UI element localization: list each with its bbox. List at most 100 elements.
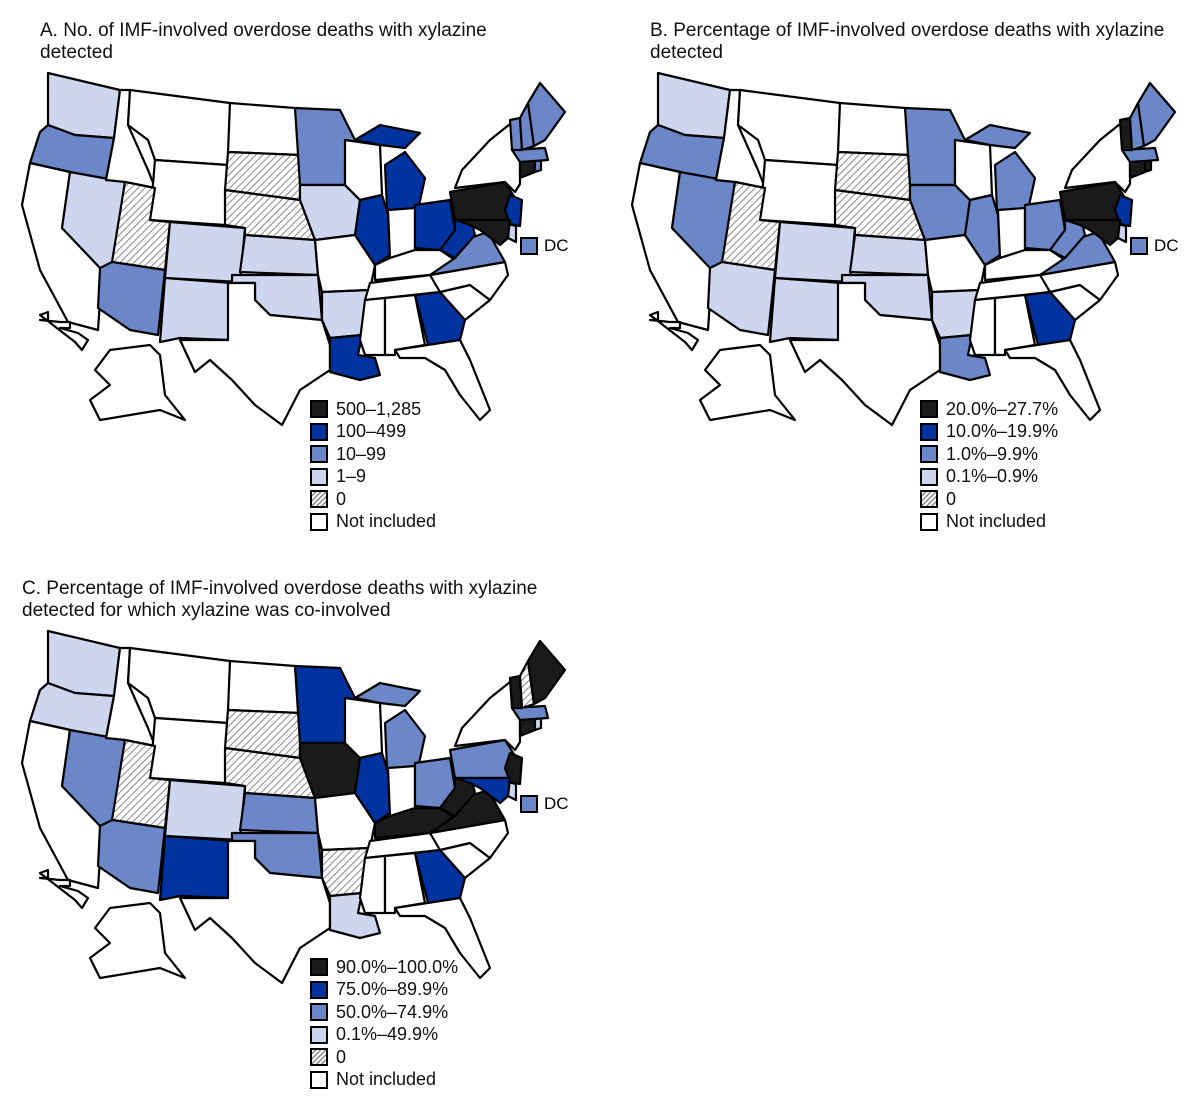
- state-ma: [510, 704, 550, 722]
- legend-item: 1–9: [310, 466, 436, 489]
- state-hi: [38, 310, 90, 352]
- state-ak: [698, 343, 797, 422]
- legend-swatch: [310, 490, 328, 509]
- state-va: [428, 788, 507, 835]
- state-ms: [358, 854, 387, 915]
- legend-swatch: [310, 467, 328, 486]
- legend-swatch: [310, 1003, 328, 1022]
- state-md: [453, 218, 512, 247]
- legend-swatch: [920, 445, 938, 464]
- state-az: [96, 260, 167, 337]
- state-wi: [953, 138, 994, 202]
- state-hi: [38, 868, 90, 910]
- legend-label: 0: [946, 488, 957, 509]
- state-ga: [413, 290, 467, 347]
- dc-swatch: [1130, 237, 1148, 255]
- legend-label: 10.0%–19.9%: [946, 421, 1059, 442]
- legend-swatch: [920, 512, 938, 531]
- state-nd: [836, 101, 912, 157]
- legend-item: Not included: [310, 511, 436, 534]
- legend-item: 50.0%–74.9%: [310, 1001, 458, 1024]
- legend-label: Not included: [336, 511, 437, 532]
- legend-label: 0.1%–0.9%: [946, 466, 1039, 487]
- map-title: B. Percentage of IMF-involved overdose d…: [650, 20, 1165, 63]
- us-state-map: [20, 71, 567, 427]
- state-mt: [736, 88, 842, 167]
- map-title: C. Percentage of IMF-involved overdose d…: [22, 578, 538, 621]
- legend-swatch: [310, 1025, 328, 1044]
- dc-label: DC: [544, 794, 569, 813]
- legend-swatch: [310, 1070, 328, 1089]
- map-panel-a: A. No. of IMF-involved overdose deaths w…: [0, 0, 600, 550]
- legend: 20.0%–27.7% 10.0%–19.9% 1.0%–9.9% 0.1%–0.9%…: [920, 398, 1058, 533]
- legend-swatch: [310, 422, 328, 441]
- state-tx: [178, 281, 332, 427]
- state-fl: [1003, 338, 1102, 422]
- legend-label: 20.0%–27.7%: [946, 398, 1059, 419]
- legend-label: 0.1%–49.9%: [336, 1024, 439, 1045]
- state-wy: [148, 158, 230, 227]
- legend-swatch: [310, 958, 328, 977]
- state-nm: [158, 834, 234, 902]
- legend-label: Not included: [946, 511, 1047, 532]
- state-mi: [353, 681, 422, 708]
- state-wi: [343, 138, 384, 202]
- state-az: [706, 260, 777, 337]
- legend-swatch: [310, 445, 328, 464]
- state-hi: [648, 310, 700, 352]
- legend-item: 0: [310, 1046, 458, 1069]
- state-ma: [510, 146, 550, 164]
- legend-item: 20.0%–27.7%: [920, 398, 1058, 421]
- state-ga: [1023, 290, 1077, 347]
- state-wy: [148, 716, 230, 785]
- state-mi: [993, 150, 1037, 212]
- dc-indicator: DC: [520, 794, 569, 814]
- legend-item: Not included: [920, 511, 1058, 534]
- legend-label: 50.0%–74.9%: [336, 1001, 449, 1022]
- legend-item: 0.1%–49.9%: [310, 1024, 458, 1047]
- state-ms: [358, 296, 387, 357]
- state-tx: [178, 839, 332, 985]
- state-co: [773, 220, 857, 284]
- legend-label: 90.0%–100.0%: [336, 956, 459, 977]
- legend-item: 10–99: [310, 443, 436, 466]
- legend-swatch: [920, 422, 938, 441]
- state-az: [96, 818, 167, 895]
- legend: 500–1,285 100–499 10–99 1–9 0 Not included: [310, 398, 436, 533]
- state-ga: [413, 848, 467, 905]
- state-ms: [968, 296, 997, 357]
- state-ks: [848, 233, 930, 277]
- state-mi: [963, 123, 1032, 150]
- state-ma: [1120, 146, 1160, 164]
- state-nm: [158, 276, 234, 344]
- state-co: [163, 778, 247, 842]
- state-ks: [238, 791, 320, 835]
- state-mi: [383, 150, 427, 212]
- dc-indicator: DC: [1130, 236, 1179, 256]
- legend-label: 0: [336, 488, 347, 509]
- dc-swatch: [520, 237, 538, 255]
- state-mi: [383, 708, 427, 770]
- legend-swatch: [310, 400, 328, 419]
- state-ak: [88, 901, 187, 980]
- state-mt: [126, 646, 232, 725]
- legend-swatch: [920, 467, 938, 486]
- state-wy: [758, 158, 840, 227]
- legend-item: 10.0%–19.9%: [920, 421, 1058, 444]
- legend-label: 1–9: [336, 466, 367, 487]
- map-panel-b: B. Percentage of IMF-involved overdose d…: [610, 0, 1200, 550]
- legend-item: 0.1%–0.9%: [920, 466, 1058, 489]
- legend-swatch: [310, 980, 328, 999]
- state-tx: [788, 281, 942, 427]
- legend-swatch: [310, 512, 328, 531]
- legend-label: 500–1,285: [336, 398, 422, 419]
- legend-item: 1.0%–9.9%: [920, 443, 1058, 466]
- us-state-map: [20, 629, 567, 985]
- legend-swatch: [920, 400, 938, 419]
- legend-item: 0: [920, 488, 1058, 511]
- legend-swatch: [920, 490, 938, 509]
- map-title: A. No. of IMF-involved overdose deaths w…: [40, 20, 487, 63]
- state-va: [1038, 230, 1117, 277]
- state-nd: [226, 101, 302, 157]
- legend-label: Not included: [336, 1069, 437, 1090]
